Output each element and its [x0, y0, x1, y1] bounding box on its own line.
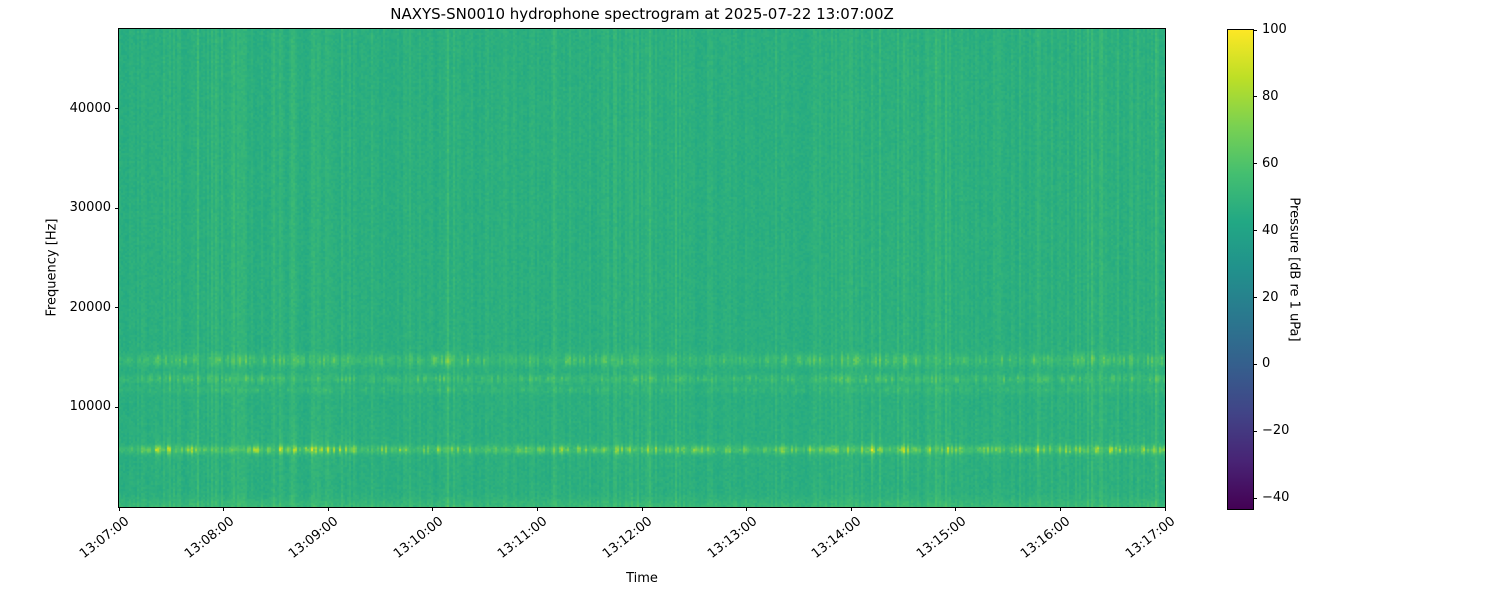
colorbar-tick-label: −20 [1262, 423, 1290, 439]
x-tick-mark [746, 507, 748, 511]
x-tick-mark [850, 507, 852, 511]
x-tick-mark [223, 507, 225, 511]
colorbar-tick-label: −40 [1262, 490, 1290, 506]
colorbar-tick-mark [1253, 230, 1257, 232]
x-tick-mark [536, 507, 538, 511]
y-tick-label: 30000 [69, 200, 111, 216]
colorbar-tick-mark [1253, 363, 1257, 365]
x-tick-label: 13:17:00 [1122, 514, 1179, 562]
colorbar-tick-mark [1253, 29, 1257, 31]
x-tick-mark [118, 507, 120, 511]
y-tick-mark [115, 207, 119, 209]
x-tick-label: 13:09:00 [286, 514, 342, 562]
x-tick-label: 13:16:00 [1018, 514, 1074, 562]
colorbar-tick-label: 60 [1262, 155, 1279, 171]
colorbar-tick-label: 0 [1262, 356, 1271, 372]
y-tick-label: 40000 [69, 100, 111, 116]
chart-title: NAXYS-SN0010 hydrophone spectrogram at 2… [390, 5, 894, 23]
colorbar-tick-label: 100 [1262, 22, 1287, 37]
x-tick-label: 13:15:00 [913, 514, 970, 562]
x-tick-mark [327, 507, 329, 511]
colorbar-tick-mark [1253, 497, 1257, 499]
colorbar-tick-mark [1253, 163, 1257, 165]
x-tick-label: 13:11:00 [495, 514, 551, 562]
y-tick-label: 10000 [69, 399, 111, 415]
y-tick-mark [115, 307, 119, 309]
x-tick-label: 13:12:00 [599, 514, 656, 562]
x-tick-label: 13:10:00 [390, 514, 447, 562]
colorbar-tick-mark [1253, 96, 1257, 98]
x-tick-label: 13:13:00 [704, 514, 760, 562]
x-tick-mark [955, 507, 957, 511]
colorbar [1227, 29, 1254, 510]
colorbar-tick-mark [1253, 297, 1257, 299]
y-tick-mark [115, 108, 119, 110]
colorbar-tick-label: 80 [1262, 88, 1279, 104]
x-tick-label: 13:08:00 [181, 514, 237, 562]
x-tick-mark [1164, 507, 1166, 511]
colorbar-tick-label: 20 [1262, 289, 1279, 305]
y-tick-mark [115, 406, 119, 408]
x-axis-label: Time [626, 571, 658, 586]
spectrogram-heatmap [119, 29, 1165, 507]
x-tick-mark [1059, 507, 1061, 511]
colorbar-tick-mark [1253, 430, 1257, 432]
x-tick-label: 13:14:00 [809, 514, 865, 562]
x-tick-mark [432, 507, 434, 511]
x-tick-mark [641, 507, 643, 511]
y-tick-label: 20000 [69, 299, 111, 315]
colorbar-tick-label: 40 [1262, 222, 1279, 238]
x-tick-label: 13:07:00 [76, 514, 133, 562]
